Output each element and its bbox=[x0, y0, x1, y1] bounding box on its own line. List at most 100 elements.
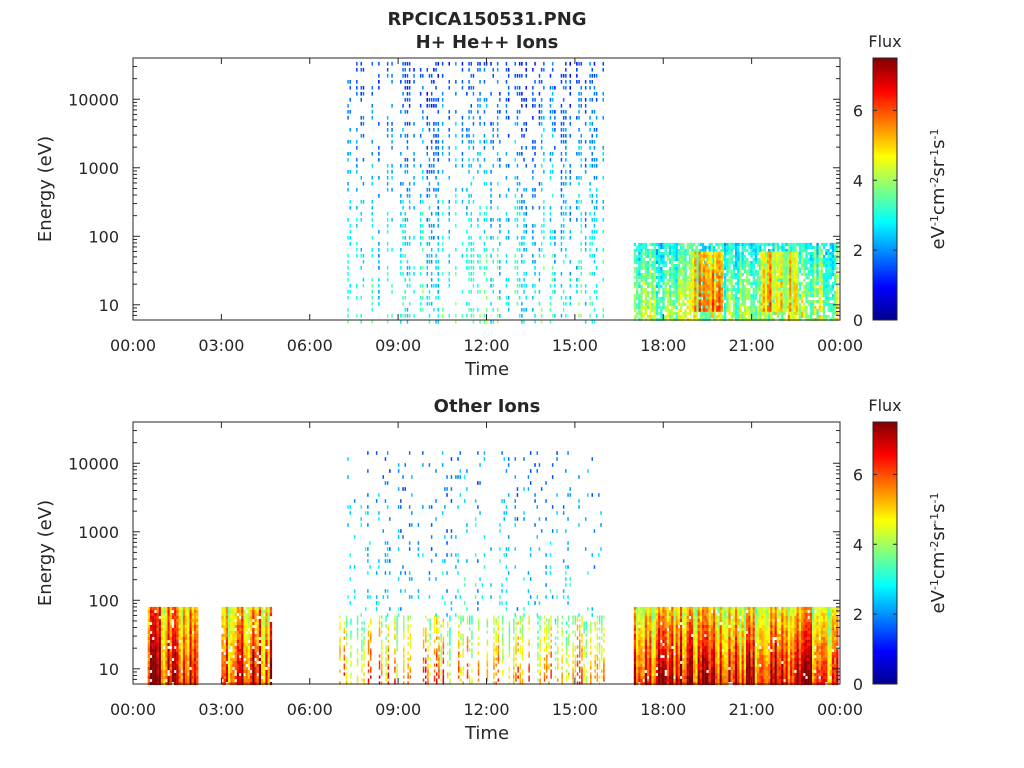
spectrogram-cell bbox=[803, 263, 806, 268]
spectrogram-cell bbox=[700, 302, 704, 306]
spectrogram-cell bbox=[419, 224, 422, 228]
spectrogram-cell bbox=[673, 305, 676, 310]
spectrogram-cell bbox=[386, 62, 389, 66]
spectrogram-cell bbox=[250, 666, 253, 671]
spectrogram-cell bbox=[695, 311, 698, 316]
spectrogram-cell bbox=[413, 122, 415, 126]
spectrogram-cell bbox=[696, 257, 699, 261]
spectrogram-cell bbox=[492, 290, 494, 294]
spectrogram-cell bbox=[660, 266, 663, 271]
spectrogram-cell bbox=[349, 110, 351, 114]
spectrogram-cell bbox=[669, 284, 672, 289]
spectrogram-cell bbox=[677, 257, 681, 262]
spectrogram-cell bbox=[468, 140, 470, 144]
spectrogram-cell bbox=[640, 266, 643, 271]
spectrogram-cell bbox=[167, 624, 170, 629]
spectrogram-cell bbox=[165, 666, 168, 671]
spectrogram-cell bbox=[716, 305, 719, 309]
spectrogram-cell bbox=[254, 654, 257, 659]
spectrogram-cell bbox=[820, 257, 824, 262]
spectrogram-cell bbox=[156, 621, 159, 626]
spectrogram-cell bbox=[360, 92, 362, 96]
spectrogram-cell bbox=[171, 627, 175, 632]
spectrogram-cell bbox=[505, 176, 508, 180]
spectrogram-cell bbox=[684, 248, 687, 253]
spectrogram-cell bbox=[695, 245, 698, 250]
spectrogram-cell bbox=[404, 218, 406, 222]
spectrogram-cell bbox=[187, 678, 190, 683]
spectrogram-cell bbox=[818, 269, 821, 274]
spectrogram-cell bbox=[565, 182, 567, 186]
spectrogram-cell bbox=[760, 251, 763, 255]
spectrogram-cell bbox=[243, 669, 246, 674]
spectrogram-cell bbox=[798, 245, 802, 250]
spectrogram-cell bbox=[671, 257, 674, 262]
spectrogram-cell bbox=[706, 314, 709, 319]
spectrogram-cell bbox=[774, 242, 777, 247]
spectrogram-cell bbox=[245, 615, 248, 620]
spectrogram-cell bbox=[728, 287, 731, 292]
spectrogram-cell bbox=[193, 627, 197, 632]
spectrogram-cell bbox=[638, 251, 641, 256]
spectrogram-cell bbox=[360, 134, 362, 138]
spectrogram-cell bbox=[165, 606, 168, 611]
spectrogram-cell bbox=[728, 305, 731, 310]
spectrogram-cell bbox=[437, 266, 439, 270]
spectrogram-cell bbox=[228, 606, 231, 611]
spectrogram-cell bbox=[829, 242, 832, 247]
spectrogram-cell bbox=[771, 275, 774, 279]
spectrogram-cell bbox=[252, 627, 255, 632]
spectrogram-cell bbox=[655, 296, 659, 301]
spectrogram-cell bbox=[684, 293, 687, 298]
spectrogram-cell bbox=[798, 269, 802, 274]
spectrogram-cell bbox=[757, 275, 760, 280]
spectrogram-cell bbox=[589, 128, 591, 132]
spectrogram-cell bbox=[787, 314, 791, 319]
spectrogram-cell bbox=[496, 68, 499, 72]
spectrogram-cell bbox=[171, 651, 175, 656]
spectrogram-cell bbox=[147, 627, 150, 632]
spectrogram-cell bbox=[191, 651, 194, 656]
spectrogram-cell bbox=[823, 284, 826, 289]
spectrogram-cell bbox=[591, 320, 593, 324]
spectrogram-cell bbox=[549, 242, 552, 246]
spectrogram-cell bbox=[792, 242, 795, 247]
spectrogram-cell bbox=[584, 80, 587, 84]
spectrogram-cell bbox=[243, 636, 246, 641]
spectrogram-cell bbox=[167, 615, 170, 620]
spectrogram-cell bbox=[386, 314, 389, 318]
spectrogram-cell bbox=[189, 675, 192, 680]
spectrogram-cell bbox=[435, 146, 437, 150]
spectrogram-cell bbox=[543, 206, 545, 210]
spectrogram-cell bbox=[809, 251, 813, 256]
spectrogram-cell bbox=[644, 296, 648, 301]
spectrogram-cell bbox=[827, 266, 830, 271]
spectrogram-cell bbox=[743, 260, 747, 265]
spectrogram-cell bbox=[580, 86, 582, 90]
spectrogram-cell bbox=[562, 98, 565, 102]
spectrogram-cell bbox=[234, 648, 237, 653]
spectrogram-cell bbox=[252, 672, 255, 677]
spectrogram-cell bbox=[787, 266, 791, 271]
spectrogram-cell bbox=[147, 654, 150, 659]
spectrogram-cell bbox=[455, 62, 457, 66]
spectrogram-cell bbox=[413, 266, 415, 270]
spectrogram-cell bbox=[165, 639, 168, 644]
spectrogram-cell bbox=[569, 116, 571, 120]
spectrogram-cell bbox=[479, 320, 481, 324]
spectrogram-cell bbox=[724, 251, 727, 256]
spectrogram-cell bbox=[554, 128, 556, 132]
spectrogram-cell bbox=[455, 146, 457, 150]
spectrogram-cell bbox=[703, 308, 706, 312]
spectrogram-cell bbox=[785, 242, 788, 247]
spectrogram-cell bbox=[705, 263, 708, 267]
spectrogram-cell bbox=[167, 654, 170, 659]
spectrogram-cell bbox=[532, 194, 534, 198]
spectrogram-cell bbox=[189, 651, 192, 656]
spectrogram-cell bbox=[521, 254, 523, 258]
spectrogram-cell bbox=[655, 308, 659, 313]
spectrogram-cell bbox=[160, 654, 164, 659]
spectrogram-cell bbox=[347, 272, 349, 276]
spectrogram-cell bbox=[490, 236, 492, 240]
spectrogram-cell bbox=[448, 200, 450, 204]
